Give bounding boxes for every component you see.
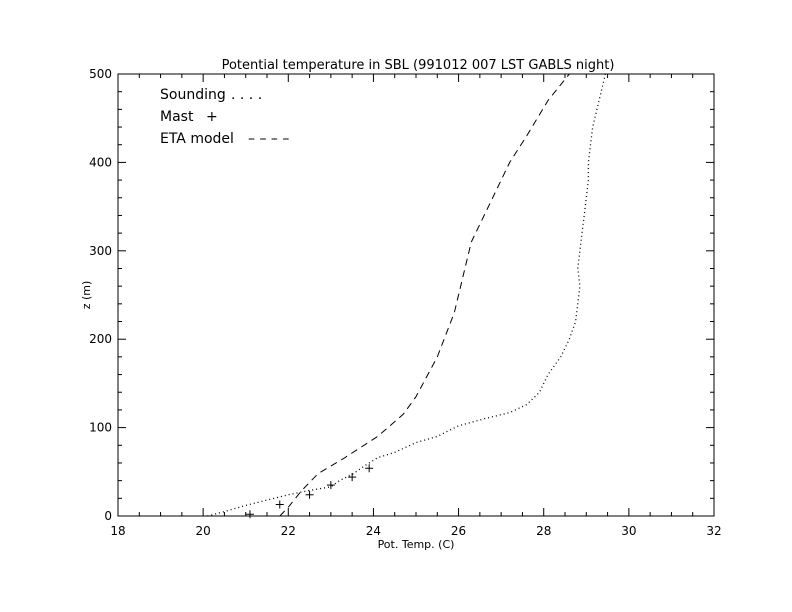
y-ticks: 0 100 200 300 400 500 (89, 67, 714, 523)
x-tick-label: 28 (536, 524, 551, 538)
legend-marker-sounding: . . . . (231, 87, 262, 103)
y-tick-label: 0 (104, 509, 112, 523)
x-tick-label: 22 (281, 524, 296, 538)
legend: Sounding . . . . Mast + ETA model – – – … (160, 87, 289, 147)
x-ticks: 18 20 22 24 26 28 30 32 (110, 74, 722, 538)
x-tick-label: 26 (451, 524, 466, 538)
x-tick-label: 24 (366, 524, 381, 538)
legend-label-sounding: Sounding (160, 87, 226, 103)
legend-label-mast: Mast (160, 109, 194, 125)
legend-marker-mast: + (206, 109, 218, 125)
legend-label-eta: ETA model (160, 131, 234, 147)
mast-point-marker (326, 481, 335, 490)
legend-marker-eta: – – – – (248, 131, 289, 147)
x-tick-label: 32 (706, 524, 721, 538)
y-tick-label: 300 (89, 244, 112, 258)
mast-point-marker (305, 490, 314, 499)
chart-title: Potential temperature in SBL (991012 007… (222, 58, 615, 73)
y-axis-label: z (m) (80, 281, 93, 310)
y-tick-label: 400 (89, 155, 112, 169)
mast-point-marker (245, 510, 254, 519)
y-tick-label: 100 (89, 421, 112, 435)
mast-point-marker (348, 473, 357, 482)
mast-point-marker (275, 500, 284, 509)
x-tick-label: 30 (621, 524, 636, 538)
eta-model-series-line (279, 73, 570, 517)
x-tick-label: 20 (196, 524, 211, 538)
x-axis-label: Pot. Temp. (C) (378, 538, 455, 551)
series-layer (207, 73, 607, 519)
x-tick-label: 18 (110, 524, 125, 538)
y-tick-label: 500 (89, 67, 112, 81)
y-tick-label: 200 (89, 332, 112, 346)
mast-point-marker (365, 464, 374, 473)
